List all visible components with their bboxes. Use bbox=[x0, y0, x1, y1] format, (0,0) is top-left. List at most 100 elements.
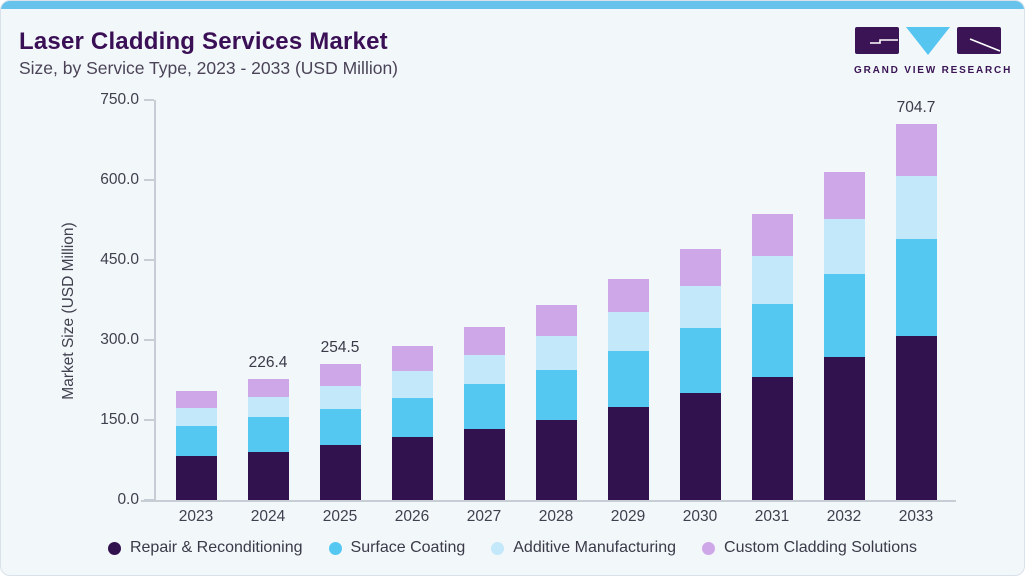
bar-segment bbox=[463, 428, 505, 500]
y-tick-label: 0.0 bbox=[117, 491, 139, 508]
bar-segment bbox=[679, 393, 721, 500]
bar-segment bbox=[175, 456, 217, 500]
bar-segment bbox=[463, 354, 505, 384]
bar-segment bbox=[607, 406, 649, 500]
bar-2028 bbox=[535, 305, 577, 500]
y-axis-title: Market Size (USD Million) bbox=[60, 222, 77, 400]
legend-dot-icon bbox=[328, 541, 342, 555]
bar-segment bbox=[175, 390, 217, 408]
bar-2025 bbox=[319, 364, 361, 500]
y-tick-label: 150.0 bbox=[100, 411, 139, 428]
x-tick-label: 2031 bbox=[754, 508, 790, 525]
bar-segment bbox=[823, 172, 865, 219]
bar-segment bbox=[751, 256, 793, 304]
bar-segment bbox=[391, 397, 433, 438]
legend-item: Custom Cladding Solutions bbox=[702, 539, 917, 557]
x-tick-label: 2026 bbox=[394, 508, 430, 525]
legend-label: Repair & Reconditioning bbox=[129, 539, 303, 556]
bar-segment bbox=[247, 379, 289, 398]
bar-2033 bbox=[895, 124, 937, 500]
bar-segment bbox=[895, 176, 937, 240]
legend-label: Additive Manufacturing bbox=[513, 539, 677, 556]
x-tick-label: 2029 bbox=[610, 508, 646, 525]
top-accent-bar bbox=[1, 1, 1024, 9]
y-tick-mark bbox=[144, 259, 154, 261]
bar-segment bbox=[247, 417, 289, 452]
bar-segment bbox=[895, 124, 937, 176]
bar-segment bbox=[463, 383, 505, 429]
legend-item: Surface Coating bbox=[328, 539, 466, 557]
bar-segment bbox=[895, 239, 937, 336]
bar-segment bbox=[175, 408, 217, 426]
bar-segment bbox=[679, 286, 721, 329]
bar-segment bbox=[247, 451, 289, 500]
bar-2029 bbox=[607, 279, 649, 500]
bar-segment bbox=[607, 311, 649, 351]
x-tick-label: 2023 bbox=[178, 508, 214, 525]
bar-2032 bbox=[823, 172, 865, 500]
bar-segment bbox=[895, 335, 937, 500]
grand-view-research-logo: GRAND VIEW RESEARCH bbox=[854, 27, 1013, 76]
bar-segment bbox=[535, 336, 577, 370]
bar-segment bbox=[247, 397, 289, 418]
bar-2031 bbox=[751, 213, 793, 500]
logo-text: GRAND VIEW RESEARCH bbox=[854, 65, 1013, 76]
y-axis-line bbox=[154, 100, 156, 500]
y-tick-label: 450.0 bbox=[100, 251, 139, 268]
bar-segment bbox=[607, 350, 649, 407]
x-tick-label: 2028 bbox=[538, 508, 574, 525]
bar-segment bbox=[319, 386, 361, 410]
legend-label: Custom Cladding Solutions bbox=[724, 539, 918, 556]
bar-segment bbox=[607, 279, 649, 312]
bar-total-label: 704.7 bbox=[896, 99, 936, 117]
page-subtitle: Size, by Service Type, 2023 - 2033 (USD … bbox=[19, 58, 399, 78]
bar-segment bbox=[751, 377, 793, 500]
bar-2024 bbox=[247, 379, 289, 500]
bar-segment bbox=[319, 409, 361, 446]
bar-segment bbox=[751, 304, 793, 378]
bar-segment bbox=[535, 369, 577, 420]
page-title: Laser Cladding Services Market bbox=[19, 28, 388, 55]
bar-2023 bbox=[175, 390, 217, 500]
bar-segment bbox=[391, 437, 433, 500]
y-tick-mark bbox=[144, 99, 154, 101]
gvr-logo-icon bbox=[855, 27, 1001, 55]
x-tick-label: 2033 bbox=[898, 508, 934, 525]
legend-dot-icon bbox=[491, 541, 505, 555]
bar-total-label: 254.5 bbox=[320, 339, 360, 357]
bar-segment bbox=[535, 305, 577, 337]
x-axis-line bbox=[141, 500, 956, 502]
x-tick-label: 2027 bbox=[466, 508, 502, 525]
y-tick-mark bbox=[144, 179, 154, 181]
y-tick-label: 600.0 bbox=[100, 171, 139, 188]
bar-segment bbox=[175, 425, 217, 457]
x-tick-label: 2032 bbox=[826, 508, 862, 525]
bar-segment bbox=[751, 213, 793, 257]
legend: Repair & Reconditioning Surface Coating Ad… bbox=[1, 539, 1024, 557]
y-tick-label: 300.0 bbox=[100, 331, 139, 348]
x-tick-label: 2030 bbox=[682, 508, 718, 525]
y-tick-mark bbox=[144, 419, 154, 421]
bar-segment bbox=[319, 445, 361, 500]
x-tick-label: 2025 bbox=[322, 508, 358, 525]
bar-segment bbox=[463, 326, 505, 355]
legend-item: Repair & Reconditioning bbox=[107, 539, 303, 557]
x-tick-label: 2024 bbox=[250, 508, 286, 525]
legend-dot-icon bbox=[702, 541, 716, 555]
y-tick-label: 750.0 bbox=[100, 91, 139, 108]
legend-label: Surface Coating bbox=[350, 539, 466, 556]
bar-segment bbox=[391, 371, 433, 398]
legend-dot-icon bbox=[107, 541, 121, 555]
bar-segment bbox=[391, 345, 433, 372]
bar-2027 bbox=[463, 326, 505, 500]
bar-segment bbox=[679, 328, 721, 393]
bar-total-label: 226.4 bbox=[248, 354, 288, 372]
bar-segment bbox=[823, 218, 865, 274]
bar-2026 bbox=[391, 345, 433, 500]
bar-segment bbox=[823, 357, 865, 500]
bar-segment bbox=[535, 419, 577, 500]
y-tick-mark bbox=[144, 339, 154, 341]
bar-segment bbox=[823, 273, 865, 358]
